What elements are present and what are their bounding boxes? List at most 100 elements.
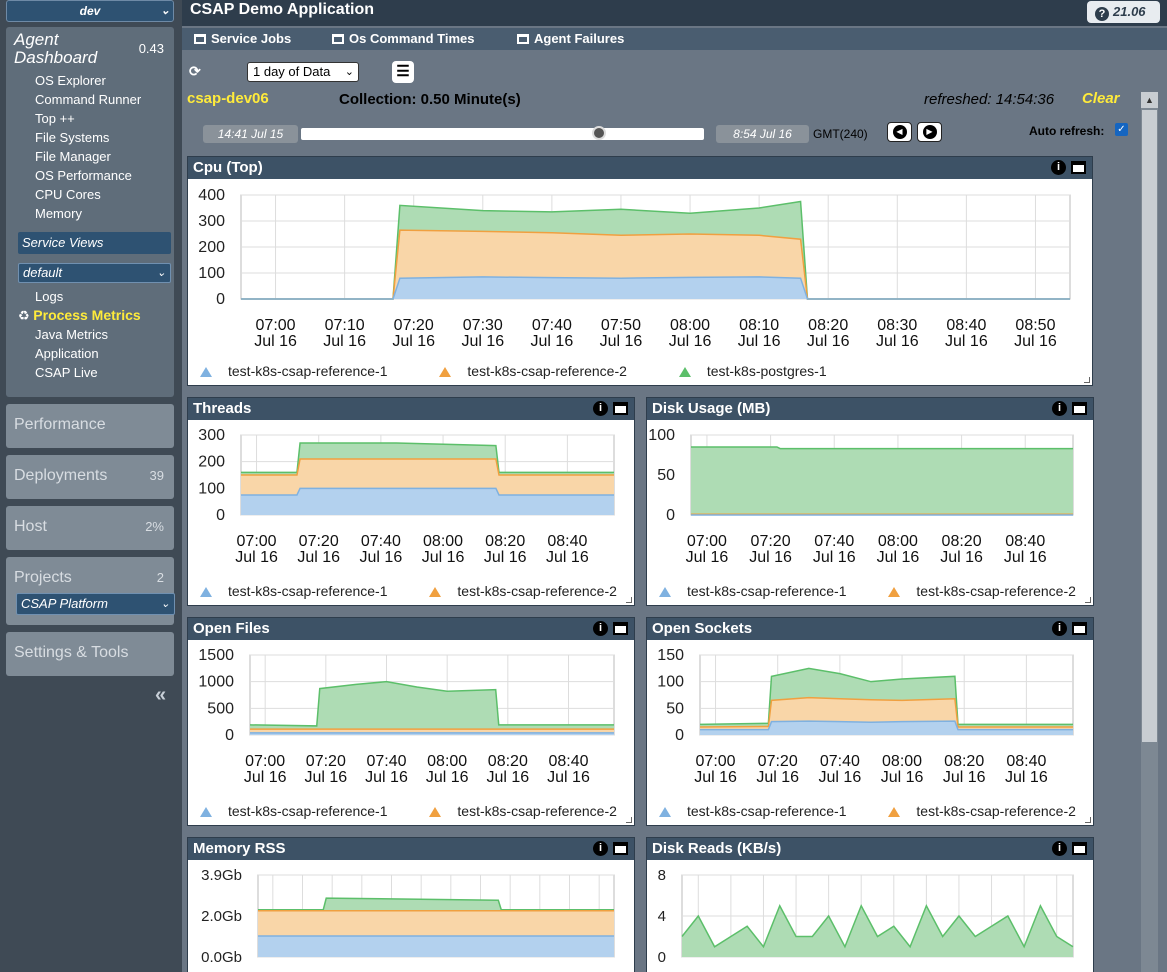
y-tick-label: 100: [198, 480, 225, 497]
tab-agent-failures[interactable]: Agent Failures: [517, 28, 624, 50]
x-tick-label: Jul 16: [244, 769, 287, 786]
top-bar: CSAP Demo Application ? 21.06: [182, 0, 1167, 26]
info-icon[interactable]: i: [593, 401, 608, 416]
settings-label: Settings & Tools: [14, 644, 129, 661]
tab-os-command-times[interactable]: Os Command Times: [332, 28, 474, 50]
nav-item-command-runner[interactable]: Command Runner: [35, 92, 142, 107]
nav-item-file-manager[interactable]: File Manager: [35, 149, 111, 164]
agent-dashboard-title[interactable]: Agent Dashboard: [14, 30, 98, 67]
info-icon[interactable]: i: [1052, 841, 1067, 856]
deployments-label: Deployments: [14, 467, 108, 484]
time-slider-handle[interactable]: [592, 126, 607, 140]
refresh-icon[interactable]: ⟳: [189, 63, 201, 79]
x-tick-label: Jul 16: [486, 769, 529, 786]
legend-item[interactable]: test-k8s-csap-reference-2: [888, 803, 1076, 819]
deployments-section[interactable]: Deployments 39: [6, 455, 174, 499]
nav-item-logs[interactable]: Logs: [35, 289, 64, 304]
auto-refresh-checkbox[interactable]: ✓: [1115, 123, 1128, 136]
projects-section[interactable]: Projects 2 CSAP Platform ⌄: [6, 557, 175, 625]
x-tick-label: Jul 16: [669, 333, 712, 350]
panel-title: Memory RSS: [193, 840, 286, 857]
environment-label: dev: [79, 4, 101, 18]
project-select[interactable]: CSAP Platform ⌄: [16, 593, 175, 615]
legend-item[interactable]: test-k8s-csap-reference-2: [429, 583, 617, 599]
nav-item-top[interactable]: Top ++: [35, 111, 75, 126]
app-title: CSAP Demo Application: [190, 1, 375, 18]
scrollbar-thumb[interactable]: [1142, 110, 1157, 742]
agent-nav-list: OS Explorer Command Runner Top ++ File S…: [35, 71, 141, 223]
x-tick-label: 08:20: [485, 533, 525, 550]
time-slider[interactable]: [301, 128, 704, 140]
nav-item-java-metrics[interactable]: Java Metrics: [35, 327, 108, 342]
range-select[interactable]: 1 day of Data ⌄: [247, 62, 359, 82]
x-tick-label: Jul 16: [365, 769, 408, 786]
resize-handle[interactable]: [1085, 597, 1091, 603]
info-icon[interactable]: i: [1052, 401, 1067, 416]
nav-item-cpu-cores[interactable]: CPU Cores: [35, 187, 101, 202]
resize-handle[interactable]: [626, 597, 632, 603]
resize-handle[interactable]: [1084, 377, 1090, 383]
nav-item-csap-live[interactable]: CSAP Live: [35, 365, 98, 380]
disk-reads-panel: Disk Reads (KB/s) i 0 4 8: [646, 837, 1094, 972]
info-icon[interactable]: i: [1052, 621, 1067, 636]
x-tick-label: 08:20: [942, 533, 982, 550]
window-icon: [332, 34, 344, 44]
legend-item[interactable]: test-k8s-csap-reference-1: [659, 583, 847, 599]
y-tick-label: 0.0Gb: [201, 949, 242, 966]
y-tick-label: 0: [225, 727, 234, 744]
scroll-up-icon[interactable]: ▲: [1141, 92, 1158, 108]
series-line: [681, 903, 1074, 949]
tab-service-jobs[interactable]: Service Jobs: [194, 28, 291, 50]
service-filter-select[interactable]: default ⌄: [18, 263, 171, 283]
next-button[interactable]: ▶: [917, 122, 942, 142]
list-icon[interactable]: ☰: [392, 61, 414, 83]
popout-window-icon[interactable]: [613, 622, 628, 635]
nav-item-memory[interactable]: Memory: [35, 206, 82, 221]
settings-tools-section[interactable]: Settings & Tools: [6, 632, 174, 676]
chevron-down-icon: ⌄: [156, 267, 166, 279]
nav-item-process-metrics[interactable]: ♻ Process Metrics: [18, 307, 141, 323]
previous-button[interactable]: ◀: [887, 122, 912, 142]
legend-item[interactable]: test-k8s-csap-reference-2: [439, 363, 627, 379]
environment-select[interactable]: dev ⌄: [6, 0, 174, 22]
host-name[interactable]: csap-dev06: [187, 90, 269, 107]
host-section[interactable]: Host 2%: [6, 506, 174, 550]
panel-header: Cpu (Top) i: [188, 157, 1092, 179]
series-line: [258, 897, 614, 911]
x-tick-label: Jul 16: [254, 333, 297, 350]
legend-item[interactable]: test-k8s-csap-reference-1: [200, 363, 388, 379]
nav-item-application[interactable]: Application: [35, 346, 99, 361]
popout-window-icon[interactable]: [1072, 622, 1087, 635]
nav-item-os-performance[interactable]: OS Performance: [35, 168, 132, 183]
resize-handle[interactable]: [626, 817, 632, 823]
legend-item[interactable]: test-k8s-csap-reference-2: [429, 803, 617, 819]
popout-window-icon[interactable]: [1072, 402, 1087, 415]
popout-window-icon[interactable]: [1072, 842, 1087, 855]
x-tick-label: Jul 16: [943, 769, 986, 786]
collapse-sidebar-icon[interactable]: «: [155, 684, 167, 706]
legend-item[interactable]: test-k8s-csap-reference-1: [659, 803, 847, 819]
help-version-button[interactable]: ? 21.06: [1087, 1, 1160, 23]
popout-window-icon[interactable]: [1071, 161, 1086, 174]
nav-item-os-explorer[interactable]: OS Explorer: [35, 73, 106, 88]
clear-button[interactable]: Clear: [1082, 90, 1120, 107]
x-tick-label: 07:00: [687, 533, 727, 550]
info-icon[interactable]: i: [1051, 160, 1066, 175]
legend-item[interactable]: test-k8s-csap-reference-1: [200, 803, 388, 819]
y-tick-label: 4: [658, 908, 666, 925]
legend-item[interactable]: test-k8s-csap-reference-2: [888, 583, 1076, 599]
popout-window-icon[interactable]: [613, 842, 628, 855]
resize-handle[interactable]: [1085, 817, 1091, 823]
popout-window-icon[interactable]: [613, 402, 628, 415]
project-select-value: CSAP Platform: [21, 596, 108, 611]
x-tick-label: Jul 16: [547, 769, 590, 786]
legend-item[interactable]: test-k8s-csap-reference-1: [200, 583, 388, 599]
legend-item[interactable]: test-k8s-postgres-1: [678, 363, 827, 379]
info-icon[interactable]: i: [593, 621, 608, 636]
service-views-header[interactable]: Service Views: [18, 232, 171, 254]
performance-section[interactable]: Performance: [6, 404, 174, 448]
nav-item-file-systems[interactable]: File Systems: [35, 130, 110, 145]
x-tick-label: Jul 16: [1005, 769, 1048, 786]
info-icon[interactable]: i: [593, 841, 608, 856]
